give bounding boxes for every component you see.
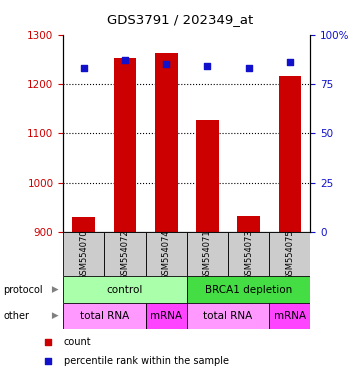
Point [205,63,210,69]
Text: BRCA1 depletion: BRCA1 depletion [205,285,292,295]
Bar [237,216,260,232]
Text: control: control [107,285,143,295]
Bar [187,276,310,303]
Point [287,59,293,65]
Bar [269,232,310,276]
Point [246,65,252,71]
Text: other: other [4,311,30,321]
Text: count: count [64,338,91,348]
Text: total RNA: total RNA [80,311,129,321]
Bar [155,53,178,232]
Point [45,339,51,346]
Text: mRNA: mRNA [150,311,182,321]
Text: GSM554073: GSM554073 [244,229,253,280]
Point [163,61,169,67]
Bar [63,303,145,329]
Bar [145,232,187,276]
Text: GSM554074: GSM554074 [162,229,171,280]
Bar [145,303,187,329]
Bar [279,76,301,232]
Point [122,57,128,63]
Bar [187,232,228,276]
Bar [187,303,269,329]
Bar [114,58,136,232]
Text: total RNA: total RNA [203,311,253,321]
Bar [196,119,219,232]
Point [45,358,51,364]
Bar [104,232,145,276]
Text: mRNA: mRNA [274,311,306,321]
Bar [63,276,187,303]
Text: GDS3791 / 202349_at: GDS3791 / 202349_at [107,13,254,26]
Text: GSM554072: GSM554072 [121,229,130,280]
Bar [269,303,310,329]
Text: GSM554070: GSM554070 [79,229,88,280]
Text: percentile rank within the sample: percentile rank within the sample [64,356,229,366]
Text: GSM554075: GSM554075 [285,229,294,280]
Point [81,65,87,71]
Text: protocol: protocol [4,285,43,295]
Bar [228,232,269,276]
Text: GSM554071: GSM554071 [203,229,212,280]
Bar [63,232,104,276]
Bar [73,217,95,232]
